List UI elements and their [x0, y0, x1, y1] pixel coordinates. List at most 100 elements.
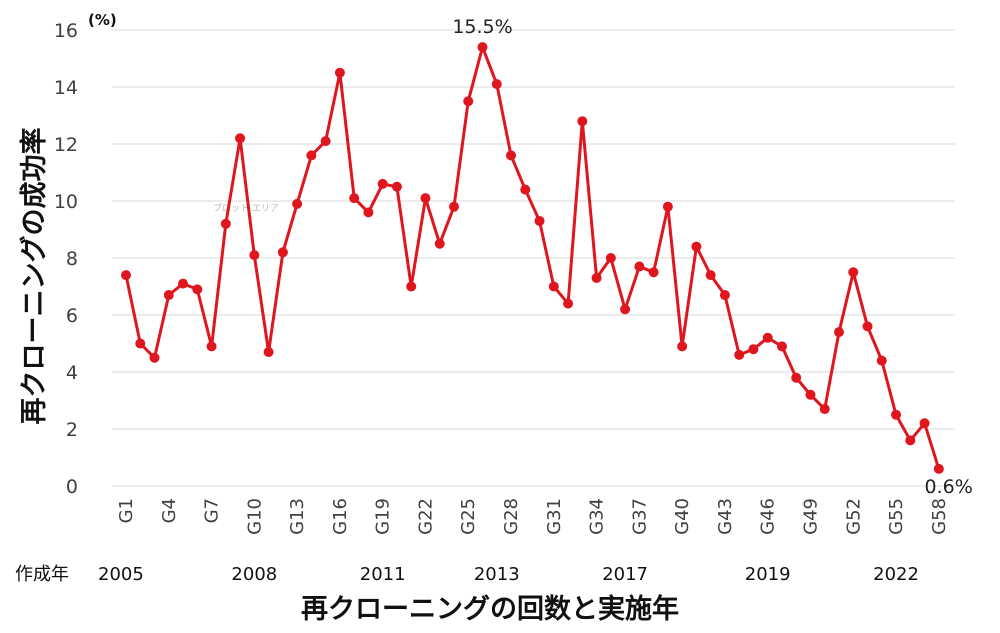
x-tick-label-G4: G4 — [159, 498, 180, 523]
year-marker-2005: 2005 — [98, 564, 144, 585]
data-point-4 — [163, 290, 174, 301]
data-point-40 — [677, 341, 688, 352]
x-tick-label-G28: G28 — [501, 498, 522, 535]
data-point-12 — [277, 247, 288, 258]
data-point-11 — [263, 347, 274, 358]
x-tick-label-G13: G13 — [287, 498, 308, 535]
year-marker-2013: 2013 — [474, 564, 520, 585]
data-point-20 — [391, 181, 402, 192]
year-marker-2019: 2019 — [745, 564, 791, 585]
x-tick-label-G46: G46 — [758, 498, 779, 535]
data-point-55 — [891, 409, 902, 420]
y-unit-label: (%) — [88, 11, 117, 29]
data-point-38 — [648, 267, 659, 278]
x-tick-label-G58: G58 — [929, 498, 950, 535]
x-tick-label-G37: G37 — [629, 498, 650, 535]
data-point-33 — [577, 116, 588, 127]
data-point-28 — [506, 150, 517, 161]
data-point-2 — [135, 338, 146, 349]
data-point-6 — [192, 284, 203, 295]
year-marker-2008: 2008 — [231, 564, 277, 585]
x-tick-label-G19: G19 — [373, 498, 394, 535]
data-point-42 — [705, 270, 716, 281]
data-point-5 — [178, 278, 189, 289]
x-tick-label-G31: G31 — [544, 498, 565, 535]
data-label: 0.6% — [925, 476, 973, 498]
data-point-49 — [805, 389, 816, 400]
y-tick-label-16: 16 — [54, 20, 78, 42]
data-point-3 — [149, 352, 160, 363]
x-tick-label-G7: G7 — [202, 498, 223, 523]
data-point-36 — [620, 304, 631, 315]
data-point-13 — [292, 198, 303, 209]
y-tick-label-6: 6 — [66, 305, 78, 327]
x-tick-label-G16: G16 — [330, 498, 351, 535]
data-point-10 — [249, 250, 260, 261]
data-point-37 — [634, 261, 645, 272]
x-axis-title: 再クローニングの回数と実施年 — [301, 593, 679, 625]
data-point-52 — [848, 267, 859, 278]
x-tick-label-G40: G40 — [672, 498, 693, 535]
data-point-18 — [363, 207, 374, 218]
data-point-35 — [605, 253, 616, 263]
x-tick-label-G49: G49 — [800, 498, 821, 535]
x-tick-label-G52: G52 — [843, 498, 864, 535]
x-tick-label-G25: G25 — [458, 498, 479, 535]
x-axis-ticks: G1 G4 G7 G10 G13 G16 G19 G22 G25 G28 G31 G34 G37 G40 G… — [116, 498, 950, 535]
data-point-17 — [349, 193, 360, 204]
year-markers: 2005 2008 2011 2013 2017 2019 2022 — [98, 564, 919, 585]
x-tick-label-G34: G34 — [587, 498, 608, 535]
data-point-24 — [448, 201, 459, 212]
data-point-22 — [420, 193, 431, 204]
data-point-45 — [748, 344, 759, 355]
y-tick-label-12: 12 — [54, 134, 78, 156]
data-point-34 — [591, 272, 602, 283]
data-points — [121, 42, 944, 474]
data-point-27 — [491, 79, 502, 90]
data-point-9 — [235, 133, 246, 144]
data-point-46 — [762, 332, 773, 343]
data-point-57 — [919, 418, 930, 429]
data-point-8 — [220, 218, 231, 229]
data-point-14 — [306, 150, 317, 161]
y-tick-label-8: 8 — [66, 248, 78, 270]
data-point-44 — [734, 349, 745, 360]
year-marker-2011: 2011 — [360, 564, 406, 585]
y-axis-ticks: 0 2 4 6 8 10 12 14 16 — [54, 20, 78, 498]
grid-lines — [112, 29, 955, 487]
data-label: 15.5% — [452, 16, 512, 38]
data-point-43 — [719, 290, 730, 301]
data-point-41 — [691, 241, 702, 252]
data-point-54 — [876, 355, 887, 366]
data-point-47 — [776, 341, 787, 352]
data-point-56 — [905, 435, 916, 446]
y-axis-title: 再クローニングの成功率 — [18, 128, 50, 425]
data-point-1 — [121, 270, 131, 281]
year-marker-2022: 2022 — [873, 564, 919, 585]
x-tick-label-G55: G55 — [886, 498, 907, 535]
y-tick-label-14: 14 — [54, 77, 78, 99]
year-marker-2017: 2017 — [602, 564, 648, 585]
y-tick-label-0: 0 — [66, 476, 78, 498]
data-point-7 — [206, 341, 217, 352]
x-tick-label-G1: G1 — [116, 498, 137, 523]
data-point-50 — [819, 404, 830, 415]
data-point-48 — [791, 372, 802, 383]
data-point-16 — [334, 67, 345, 78]
data-point-15 — [320, 136, 331, 147]
y-tick-label-4: 4 — [66, 362, 78, 384]
data-point-30 — [534, 215, 545, 226]
data-point-26 — [477, 42, 488, 53]
data-point-23 — [434, 238, 445, 249]
y-tick-label-10: 10 — [54, 191, 78, 213]
annotations: 15.5% 0.6% — [452, 16, 972, 498]
data-point-58 — [933, 463, 944, 474]
x-tick-label-G10: G10 — [244, 498, 265, 535]
x-tick-label-G43: G43 — [715, 498, 736, 535]
data-point-39 — [662, 201, 673, 212]
data-point-19 — [377, 178, 388, 189]
data-point-31 — [548, 281, 559, 292]
year-row-label: 作成年 — [15, 564, 69, 585]
series-line — [124, 45, 941, 470]
